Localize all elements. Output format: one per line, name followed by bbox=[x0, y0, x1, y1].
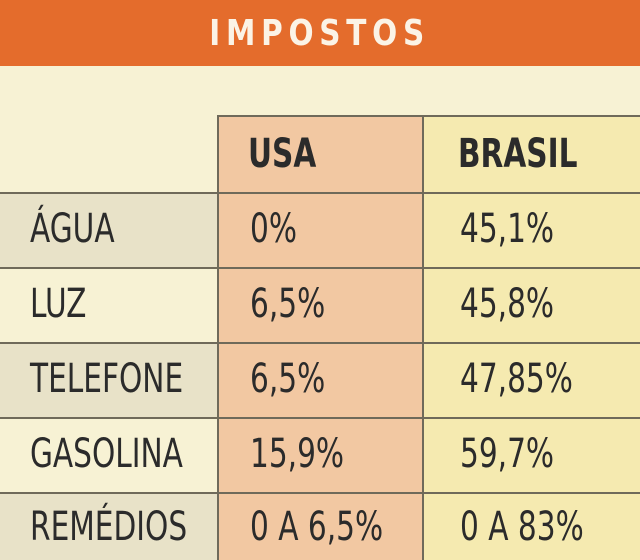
row-label-gasolina: GASOLINA bbox=[30, 431, 183, 477]
usa-value-telefone: 6,5% bbox=[250, 356, 326, 402]
usa-column-background bbox=[218, 116, 423, 560]
brasil-value-telefone: 47,85% bbox=[460, 356, 573, 402]
row-label-telefone: TELEFONE bbox=[30, 356, 184, 402]
column-divider-brasil bbox=[422, 115, 424, 560]
column-header-brasil: BRASIL bbox=[458, 131, 578, 177]
title-banner: IMPOSTOS bbox=[0, 0, 640, 66]
row-label-agua: ÁGUA bbox=[30, 206, 115, 252]
brasil-value-remedios: 0 A 83% bbox=[460, 504, 584, 550]
brasil-value-luz: 45,8% bbox=[460, 281, 555, 327]
row-divider bbox=[0, 342, 640, 344]
usa-value-remedios: 0 A 6,5% bbox=[250, 504, 384, 550]
column-divider-usa bbox=[217, 115, 219, 560]
row-divider bbox=[0, 492, 640, 494]
table-top-border bbox=[217, 115, 640, 117]
brasil-column-background bbox=[423, 116, 640, 560]
row-band-agua bbox=[0, 193, 218, 267]
row-band-telefone bbox=[0, 343, 218, 417]
row-divider bbox=[0, 267, 640, 269]
usa-value-gasolina: 15,9% bbox=[250, 431, 345, 477]
usa-value-agua: 0% bbox=[250, 206, 297, 252]
row-divider bbox=[0, 417, 640, 419]
page-title: IMPOSTOS bbox=[209, 12, 431, 54]
brasil-value-agua: 45,1% bbox=[460, 206, 555, 252]
row-divider bbox=[0, 192, 640, 194]
row-band-remedios bbox=[0, 493, 218, 560]
column-header-usa: USA bbox=[248, 131, 317, 177]
row-label-luz: LUZ bbox=[30, 281, 87, 327]
row-label-remedios: REMÉDIOS bbox=[30, 504, 188, 550]
brasil-value-gasolina: 59,7% bbox=[460, 431, 555, 477]
usa-value-luz: 6,5% bbox=[250, 281, 326, 327]
